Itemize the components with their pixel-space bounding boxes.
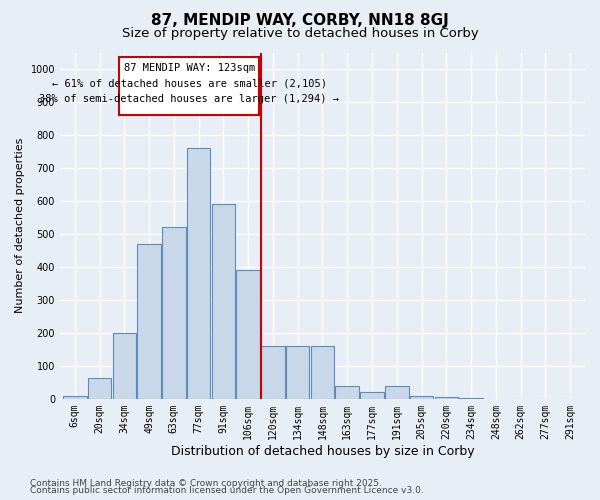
Bar [410,396,433,399]
Bar [236,270,260,399]
Bar [360,392,384,399]
Text: 87 MENDIP WAY: 123sqm: 87 MENDIP WAY: 123sqm [124,62,255,72]
Text: ← 61% of detached houses are smaller (2,105): ← 61% of detached houses are smaller (2,… [52,78,327,88]
Bar [460,398,483,399]
Text: Contains HM Land Registry data © Crown copyright and database right 2025.: Contains HM Land Registry data © Crown c… [30,478,382,488]
Text: 87, MENDIP WAY, CORBY, NN18 8GJ: 87, MENDIP WAY, CORBY, NN18 8GJ [151,12,449,28]
Bar [113,333,136,399]
Bar [311,346,334,399]
Y-axis label: Number of detached properties: Number of detached properties [15,138,25,314]
Bar [162,228,185,399]
Bar [88,378,112,399]
Bar [212,204,235,399]
X-axis label: Distribution of detached houses by size in Corby: Distribution of detached houses by size … [170,444,474,458]
Bar [335,386,359,399]
Text: 38% of semi-detached houses are larger (1,294) →: 38% of semi-detached houses are larger (… [40,94,340,104]
Bar [286,346,310,399]
Bar [63,396,86,399]
Bar [119,58,259,115]
Bar [385,386,409,399]
Bar [434,397,458,399]
Bar [187,148,211,399]
Bar [137,244,161,399]
Text: Size of property relative to detached houses in Corby: Size of property relative to detached ho… [122,28,478,40]
Bar [261,346,284,399]
Text: Contains public sector information licensed under the Open Government Licence v3: Contains public sector information licen… [30,486,424,495]
